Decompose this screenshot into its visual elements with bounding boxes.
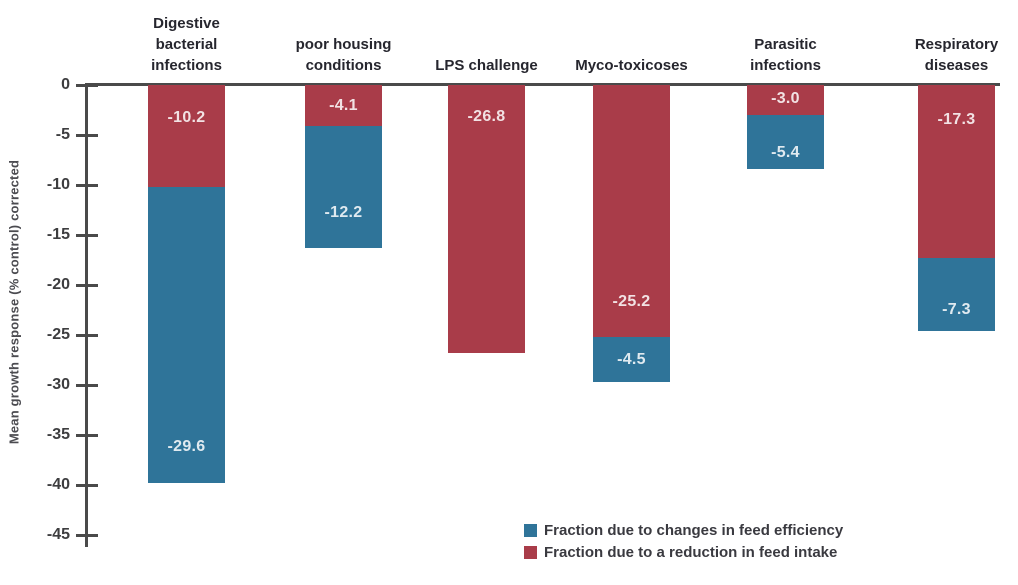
bar-segment: -4.1 — [305, 85, 382, 126]
y-tick-label: -20 — [46, 276, 70, 293]
bar-segment: -17.3 — [918, 85, 995, 258]
bar-segment: -10.2 — [148, 85, 225, 187]
y-tick — [76, 233, 98, 237]
bar-value-label: -3.0 — [771, 89, 800, 107]
y-tick-label: -30 — [46, 376, 70, 393]
y-tick — [76, 83, 98, 87]
category-label: Parasitic infections — [750, 36, 821, 74]
bar-value-label: -4.5 — [617, 350, 646, 368]
legend-label: Fraction due to a reduction in feed inta… — [544, 543, 838, 561]
y-tick-label: -10 — [46, 176, 70, 193]
bar-segment: -4.5 — [593, 337, 670, 382]
y-tick-label: -15 — [46, 226, 70, 243]
y-tick-label: -35 — [46, 426, 70, 443]
legend-swatch — [524, 545, 537, 559]
category-label: LPS challenge — [435, 57, 538, 74]
legend-item: Fraction due to a reduction in feed inta… — [524, 541, 843, 563]
bar-value-label: -17.3 — [937, 110, 976, 128]
bar-segment: -26.8 — [448, 85, 525, 353]
y-axis-title: Mean growth response (% control) correct… — [6, 159, 22, 445]
legend-item: Fraction due to changes in feed efficien… — [524, 519, 843, 541]
bar-value-label: -7.3 — [942, 300, 971, 318]
y-tick-label: 0 — [61, 76, 70, 93]
y-tick — [76, 183, 98, 187]
legend-label: Fraction due to changes in feed efficien… — [544, 521, 844, 539]
bar-value-label: -4.1 — [329, 96, 358, 114]
y-tick — [76, 433, 98, 437]
bar-segment: -29.6 — [148, 187, 225, 483]
bar-value-label: -26.8 — [467, 108, 506, 126]
bar-segment: -7.3 — [918, 258, 995, 331]
legend-swatch — [524, 523, 537, 537]
bar-segment: -25.2 — [593, 85, 670, 337]
x-axis-zero-line — [85, 83, 1000, 86]
bar-value-label: -10.2 — [167, 108, 206, 126]
y-tick — [76, 283, 98, 287]
bar-segment: -12.2 — [305, 126, 382, 248]
category-label: Respiratory diseases — [914, 36, 999, 74]
y-tick-label: -40 — [46, 476, 70, 493]
y-tick — [76, 333, 98, 337]
bar-value-label: -5.4 — [771, 143, 800, 161]
y-tick-label: -5 — [55, 126, 70, 143]
y-axis-line — [85, 83, 88, 547]
bar-segment: -3.0 — [747, 85, 824, 115]
bar-value-label: -12.2 — [324, 203, 363, 221]
y-tick — [76, 383, 98, 387]
y-tick — [76, 483, 98, 487]
bar-value-label: -25.2 — [612, 292, 651, 310]
category-label: poor housing conditions — [295, 36, 392, 74]
y-tick — [76, 133, 98, 137]
y-tick — [76, 533, 98, 537]
category-label: Myco-toxicoses — [575, 57, 688, 74]
bar-segment: -5.4 — [747, 115, 824, 169]
legend: Fraction due to changes in feed efficien… — [524, 519, 843, 563]
y-tick-label: -25 — [46, 326, 70, 343]
category-label: Digestive bacterial infections — [151, 15, 222, 74]
y-tick-label: -45 — [46, 526, 70, 543]
bar-value-label: -29.6 — [167, 438, 206, 456]
